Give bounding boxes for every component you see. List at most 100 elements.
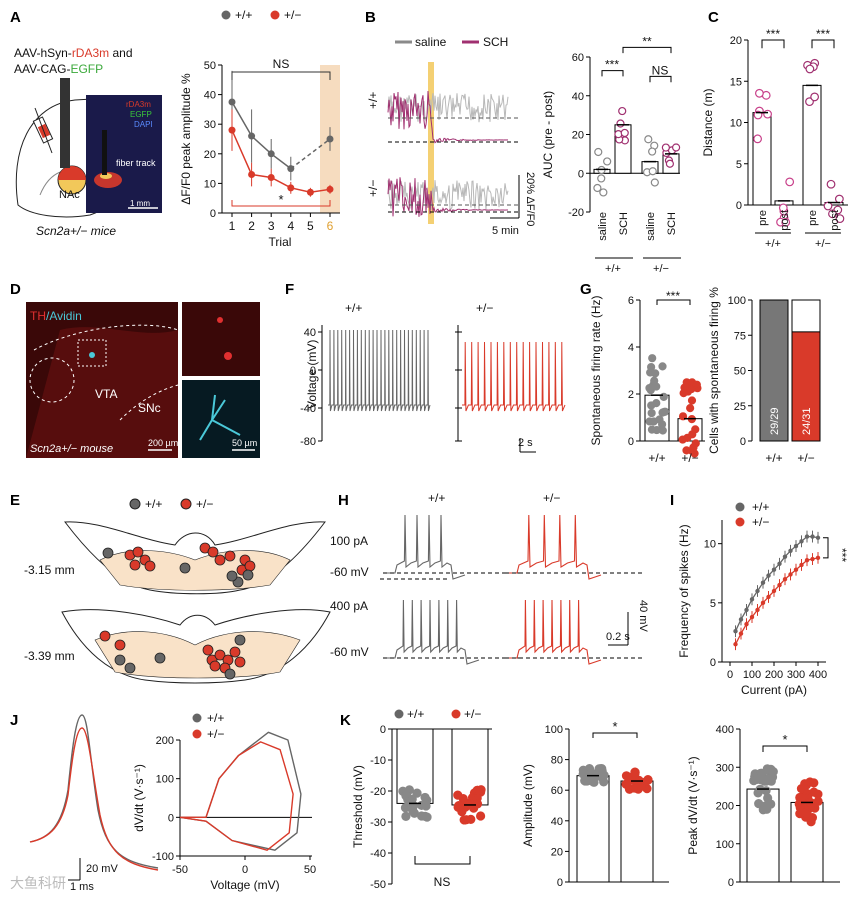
trace-saline (387, 93, 509, 123)
recording-site (234, 634, 246, 646)
brain-sections (61, 521, 331, 684)
a-xtick-label: 6 (327, 219, 334, 233)
a-xtick-label: 2 (248, 219, 255, 233)
data-point (248, 171, 256, 179)
dot (651, 369, 660, 378)
data-point (760, 580, 766, 585)
data-point (793, 543, 799, 549)
dot (597, 174, 606, 183)
dot (796, 784, 807, 794)
data-point (777, 582, 782, 588)
data-point (760, 600, 766, 606)
dot (659, 392, 668, 401)
dot (594, 147, 603, 157)
dot (801, 808, 812, 818)
trace-sch (387, 177, 508, 217)
dot (678, 435, 687, 444)
chart-b-auc: -20 0 20 40 60 AUC (pre - post) saline SCH salin… (541, 34, 681, 275)
dot (408, 806, 418, 816)
micro-legend-egfp: EGFP (130, 110, 152, 119)
j-tick-label: 200 (156, 735, 174, 747)
chart-k-amplitude: 0 20 40 60 80 100 Amplitude (mV) * (521, 719, 669, 889)
f-label-wt: +/+ (345, 301, 362, 315)
recording-sites (99, 542, 256, 680)
section-label-1: -3.15 mm (24, 563, 75, 577)
chart-i-fi-curve: 0 5 10 Frequency of spikes (Hz) 0 100 200 300 40… (677, 520, 849, 697)
dot (648, 354, 657, 363)
legend-het-a: +/− (284, 8, 301, 22)
i-xtick-label: 100 (743, 669, 761, 681)
dot (622, 780, 632, 790)
k2-tick-label: 80 (551, 755, 563, 767)
i-ylabel: Frequency of spikes (Hz) (677, 524, 691, 657)
b-group-label: saline (597, 212, 609, 241)
data-point (749, 614, 755, 620)
vta-micrograph (26, 302, 260, 458)
virus-line-2: AAV-CAG-EGFP (14, 62, 103, 76)
g1-bracket (656, 299, 691, 305)
recording-site (114, 639, 126, 651)
b-annot: ** (642, 34, 652, 48)
data-point (267, 150, 275, 158)
c-annot: *** (816, 27, 830, 41)
data-point (788, 572, 793, 577)
dot (644, 135, 653, 144)
spike-train (462, 341, 566, 412)
k3-tick-label: 200 (716, 801, 734, 813)
j-xtick-label: 50 (304, 864, 316, 876)
c-annot: *** (766, 27, 780, 41)
data-point (815, 535, 821, 540)
data-point (782, 554, 788, 559)
data-point (766, 573, 771, 578)
annotation-ns: NS (273, 57, 290, 71)
row-label-het-b: +/− (366, 180, 380, 197)
spike-train (328, 329, 431, 412)
dot (648, 147, 657, 156)
data-point (788, 548, 793, 553)
data-point (738, 631, 744, 636)
dot (755, 88, 764, 98)
dot (630, 769, 640, 779)
data-point (810, 556, 815, 562)
b-tick-label: 60 (572, 52, 584, 64)
virus-line-1: AAV-hSyn-rDA3m and (14, 46, 133, 60)
dot (834, 194, 844, 204)
f-yaxis: 40 0 -40 -80 (300, 325, 323, 448)
dot (620, 128, 629, 138)
g2-tick-label: 0 (740, 436, 746, 448)
j-tick-label: -100 (152, 851, 174, 863)
dot (648, 167, 657, 176)
legend-i: +/+ +/− (735, 500, 769, 529)
k3-ylabel: Peak dV/dt (V·s⁻¹) (686, 756, 700, 854)
k3-bracket (762, 745, 808, 752)
k2-tick-label: 0 (557, 877, 563, 889)
dot (823, 201, 833, 211)
i-tick-label: 0 (710, 657, 716, 669)
a-tick-label: 40 (204, 90, 216, 102)
fiber-track-label: fiber track (116, 158, 156, 168)
dot (813, 789, 823, 799)
chart-g-cells-percent: 0 25 50 75 100 Cells with spontaneous firing … (707, 287, 821, 465)
legend-wt-e: +/+ (145, 497, 162, 511)
bar (791, 331, 821, 442)
nac-label: NAc (59, 189, 80, 201)
recording-site (154, 652, 166, 664)
stain-label: TH/Avidin (30, 309, 82, 323)
panel-letter-g: G (580, 281, 592, 298)
data-point (815, 555, 821, 561)
j-xtick-label: -50 (172, 864, 188, 876)
dot (655, 415, 664, 424)
data-point (733, 642, 738, 647)
c-tick-label: 10 (730, 118, 742, 130)
b-group-label: SCH (666, 212, 678, 235)
k2-tick-label: 60 (551, 785, 563, 797)
dot (401, 811, 411, 822)
fiber-micrograph (86, 95, 162, 213)
i-tick-label: 5 (710, 598, 716, 610)
b-tick-label: 40 (572, 91, 584, 103)
mouse-label-d: Scn2a+/− mouse (30, 443, 113, 455)
dot (616, 119, 625, 128)
dot (785, 177, 795, 187)
k2-tick-label: 100 (545, 724, 563, 736)
